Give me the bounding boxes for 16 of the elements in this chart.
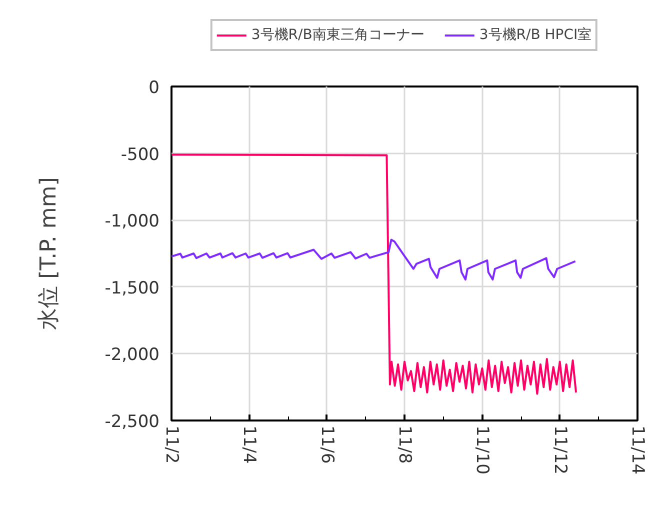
x-tick-label: 11/4 <box>239 426 260 464</box>
x-tick-label: 11/10 <box>472 426 492 474</box>
legend-label: 3号機R/B南東三角コーナー <box>251 26 424 44</box>
y-tick-label: -1,000 <box>104 212 160 232</box>
y-tick-label: -500 <box>120 144 160 165</box>
x-tick-label: 11/2 <box>162 426 182 464</box>
y-tick-label: -2,000 <box>104 345 160 366</box>
y-axis-title: 水位 [T.P. mm] <box>36 177 62 330</box>
legend-label: 3号機R/B HPCI室 <box>479 26 592 44</box>
x-tick-label: 11/14 <box>628 426 648 474</box>
y-tick-label: 0 <box>148 78 160 98</box>
y-tick-label: -1,500 <box>104 278 160 298</box>
y-tick-label: -2,500 <box>104 412 160 432</box>
x-tick-label: 11/8 <box>394 426 414 464</box>
x-tick-label: 11/6 <box>316 426 337 464</box>
x-tick-label: 11/12 <box>550 426 570 474</box>
